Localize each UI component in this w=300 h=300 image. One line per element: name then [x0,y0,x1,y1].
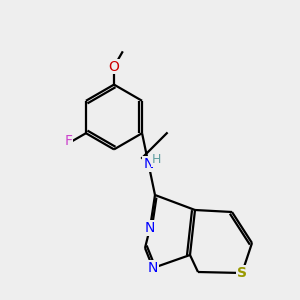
Text: O: O [109,60,119,74]
Text: N: N [148,261,158,275]
Text: F: F [65,134,73,148]
Text: H: H [151,153,161,166]
Text: S: S [237,266,247,280]
Text: N: N [143,157,154,171]
Text: N: N [145,221,155,235]
